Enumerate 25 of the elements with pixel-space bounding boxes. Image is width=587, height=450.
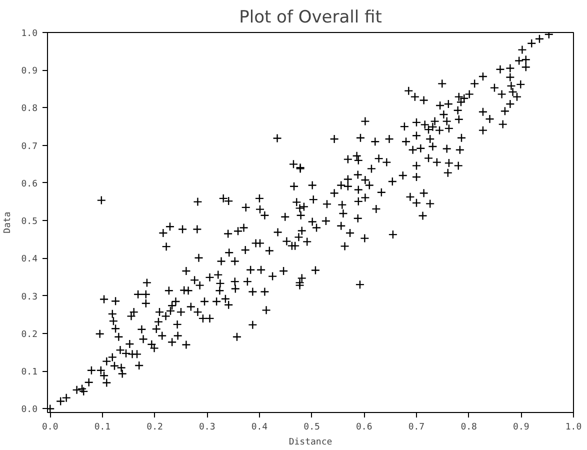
- x-tick-label: 0.8: [460, 422, 477, 432]
- y-tick-label: 0.1: [21, 368, 38, 378]
- x-tick-label: 0.0: [42, 422, 58, 432]
- x-tick-label: 0.6: [356, 422, 372, 432]
- x-tick-label: 0.9: [513, 422, 530, 432]
- y-tick-label: 0.0: [21, 405, 38, 416]
- y-tick-label: 1.0: [21, 29, 38, 39]
- y-tick-label: 0.9: [21, 66, 38, 77]
- y-tick-label: 0.8: [21, 104, 38, 114]
- y-tick-label: 0.2: [21, 330, 38, 340]
- x-tick-label: 0.5: [304, 422, 320, 432]
- y-tick-label: 0.6: [21, 179, 38, 190]
- x-axis-title: Distance: [288, 438, 332, 448]
- x-tick-label: 0.3: [199, 422, 216, 432]
- x-tick-label: 0.1: [94, 422, 111, 432]
- y-tick-label: 0.7: [21, 142, 38, 152]
- y-axis-title: Data: [3, 212, 14, 234]
- y-tick-label: 0.4: [21, 254, 38, 265]
- chart-title: Plot of Overall fit: [239, 8, 382, 28]
- y-tick-label: 0.5: [21, 217, 38, 228]
- x-tick-label: 0.4: [251, 422, 268, 432]
- x-tick-label: 1.0: [565, 422, 582, 432]
- x-tick-label: 0.2: [146, 422, 163, 432]
- y-tick-label: 0.3: [21, 292, 38, 302]
- x-tick-label: 0.7: [408, 422, 425, 432]
